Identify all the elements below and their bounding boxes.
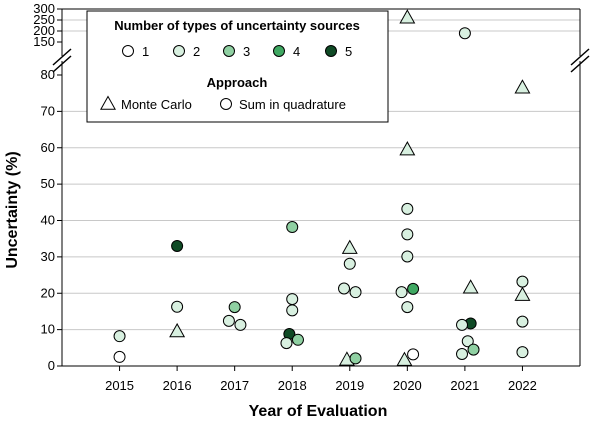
data-point-14 bbox=[280, 337, 293, 350]
data-point-22 bbox=[399, 141, 416, 156]
legend-label-circle: Sum in quadrature bbox=[239, 97, 346, 112]
data-point-35 bbox=[461, 335, 474, 348]
data-point-31 bbox=[458, 27, 471, 40]
data-point-36 bbox=[467, 343, 480, 356]
data-point-8 bbox=[228, 301, 241, 314]
y-tick-label-10: 10 bbox=[41, 322, 55, 337]
legend-label-triangle: Monte Carlo bbox=[121, 97, 192, 112]
y-tick-label-250: 250 bbox=[33, 12, 55, 27]
data-point-23 bbox=[401, 202, 414, 215]
data-point-21 bbox=[399, 9, 416, 24]
data-point-11 bbox=[286, 304, 299, 317]
data-point-27 bbox=[407, 282, 420, 295]
legend-marker-sources-4 bbox=[273, 45, 285, 57]
legend-label-sources-5: 5 bbox=[345, 44, 352, 59]
x-tick-label-2017: 2017 bbox=[220, 378, 249, 393]
y-tick-label-150: 150 bbox=[33, 34, 55, 49]
x-axis-title: Year of Evaluation bbox=[249, 403, 388, 420]
x-tick-label-2016: 2016 bbox=[163, 378, 192, 393]
y-tick-label-0: 0 bbox=[48, 358, 55, 373]
legend-label-sources-1: 1 bbox=[142, 44, 149, 59]
data-point-5 bbox=[169, 322, 186, 338]
legend-box bbox=[86, 10, 389, 123]
legend-label-sources-4: 4 bbox=[293, 44, 300, 59]
axis-break-mark bbox=[52, 48, 72, 66]
legend-approach-entries: Monte Carlo Sum in quadrature bbox=[100, 95, 346, 112]
data-point-6 bbox=[222, 314, 235, 327]
y-axis-title: Uncertainty (%) bbox=[4, 151, 21, 268]
data-point-41 bbox=[516, 315, 529, 328]
legend-marker-sources-3 bbox=[223, 45, 235, 57]
data-point-24 bbox=[401, 228, 414, 241]
data-point-4 bbox=[171, 300, 184, 313]
legend-marker-sources-2 bbox=[173, 45, 185, 57]
legend-label-sources-3: 3 bbox=[243, 44, 250, 59]
x-tick-label-2022: 2022 bbox=[508, 378, 537, 393]
y-tick-label-70: 70 bbox=[41, 103, 55, 118]
x-tick-label-2020: 2020 bbox=[393, 378, 422, 393]
legend-marker-sources-5 bbox=[325, 45, 337, 57]
data-point-30 bbox=[407, 348, 420, 361]
legend-approach-title: Approach bbox=[207, 75, 268, 90]
data-point-32 bbox=[462, 279, 479, 294]
legend-sources-entries: 1 2 3 4 5 bbox=[122, 44, 352, 59]
y-tick-label-80: 80 bbox=[41, 67, 55, 82]
legend-sources-title: Number of types of uncertainty sources bbox=[114, 18, 360, 33]
data-point-2 bbox=[113, 350, 126, 363]
legend: Number of types of uncertainty sources 1… bbox=[86, 10, 389, 123]
data-point-16 bbox=[343, 257, 356, 270]
data-point-40 bbox=[514, 286, 531, 301]
x-tick-label-2019: 2019 bbox=[335, 378, 364, 393]
data-point-38 bbox=[514, 79, 531, 94]
data-point-13 bbox=[291, 333, 304, 346]
y-tick-label-200: 200 bbox=[33, 23, 55, 38]
data-point-3 bbox=[171, 239, 184, 252]
axis-break-mark bbox=[570, 55, 590, 73]
axis-break-mark bbox=[570, 48, 590, 66]
legend-marker-sources-1 bbox=[122, 45, 134, 57]
legend-marker-circle bbox=[220, 98, 232, 110]
y-tick-label-50: 50 bbox=[41, 176, 55, 191]
x-tick-label-2018: 2018 bbox=[278, 378, 307, 393]
data-point-20 bbox=[349, 352, 362, 365]
data-point-9 bbox=[286, 221, 299, 234]
data-points bbox=[113, 9, 531, 366]
data-point-15 bbox=[341, 239, 358, 254]
y-tick-label-40: 40 bbox=[41, 213, 55, 228]
y-tick-label-300: 300 bbox=[33, 1, 55, 16]
y-tick-label-30: 30 bbox=[41, 249, 55, 264]
data-point-39 bbox=[516, 275, 529, 288]
data-point-25 bbox=[401, 250, 414, 263]
data-point-28 bbox=[401, 301, 414, 314]
data-point-34 bbox=[456, 318, 469, 331]
data-point-17 bbox=[338, 282, 351, 295]
data-point-1 bbox=[113, 330, 126, 343]
legend-marker-triangle bbox=[100, 95, 116, 110]
x-tick-label-2015: 2015 bbox=[105, 378, 134, 393]
y-tick-label-20: 20 bbox=[41, 285, 55, 300]
axes bbox=[52, 8, 590, 371]
data-point-42 bbox=[516, 346, 529, 359]
data-point-10 bbox=[286, 293, 299, 306]
y-tick-label-60: 60 bbox=[41, 140, 55, 155]
data-point-26 bbox=[395, 286, 408, 299]
data-point-29 bbox=[396, 351, 413, 366]
data-point-7 bbox=[234, 318, 247, 331]
x-tick-label-2021: 2021 bbox=[450, 378, 479, 393]
axis-break-mark bbox=[52, 55, 72, 73]
data-point-37 bbox=[456, 347, 469, 360]
data-point-18 bbox=[349, 286, 362, 299]
legend-label-sources-2: 2 bbox=[193, 44, 200, 59]
